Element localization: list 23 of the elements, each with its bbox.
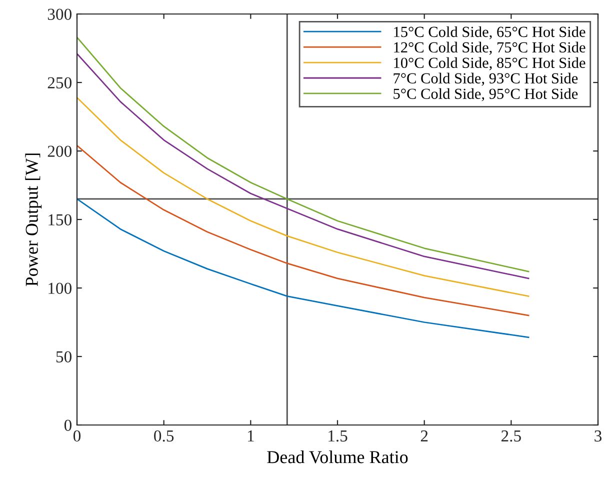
y-tick-label: 300 bbox=[48, 8, 72, 20]
x-tick-label: 1 bbox=[248, 430, 254, 442]
legend-label: 15°C Cold Side, 65°C Hot Side bbox=[394, 26, 586, 40]
x-tick-label: 2 bbox=[420, 430, 428, 442]
line-series bbox=[77, 144, 530, 316]
legend-label: 7°C Cold Side, 93°C Hot Side bbox=[394, 72, 578, 86]
y-tick-label: 50 bbox=[56, 351, 72, 362]
x-tick-label: 0.5 bbox=[154, 430, 174, 442]
x-tick-label: 0 bbox=[73, 430, 81, 442]
line-series bbox=[77, 198, 530, 338]
y-tick-label: 200 bbox=[48, 146, 72, 157]
y-tick-label: 100 bbox=[48, 282, 72, 294]
legend-label: 5°C Cold Side, 95°C Hot Side bbox=[394, 88, 578, 102]
y-tick-label: 150 bbox=[48, 214, 72, 226]
y-axis-title: Power Output [W] bbox=[25, 154, 42, 286]
x-tick-label: 1.5 bbox=[328, 430, 348, 442]
x-axis-title: Dead Volume Ratio bbox=[267, 450, 408, 464]
y-tick-label: 250 bbox=[48, 77, 72, 88]
legend-label: 12°C Cold Side, 75°C Hot Side bbox=[394, 42, 586, 55]
legend-label: 10°C Cold Side, 85°C Hot Side bbox=[394, 57, 586, 70]
x-tick-label: 2.5 bbox=[501, 430, 521, 442]
x-tick-label: 3 bbox=[594, 430, 602, 442]
y-tick-label: 0 bbox=[64, 420, 72, 431]
